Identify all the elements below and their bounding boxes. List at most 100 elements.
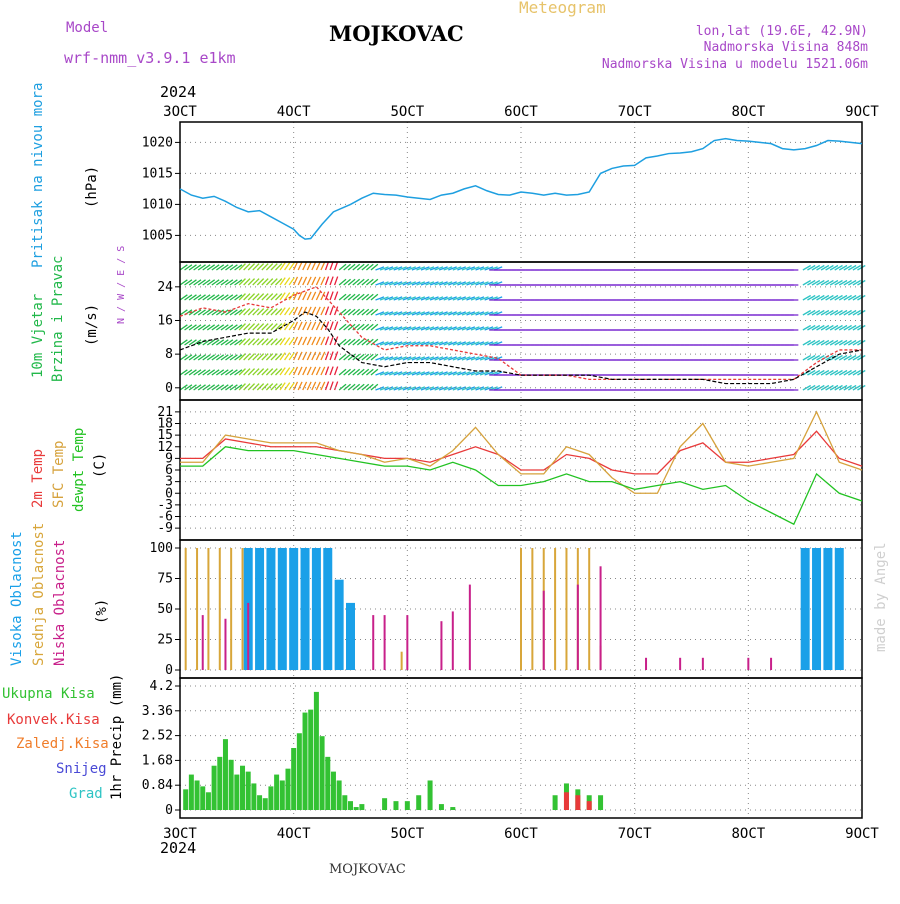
y-tick-label: 3.36 xyxy=(142,704,173,719)
wind-arrow xyxy=(243,383,251,391)
wind-arrow xyxy=(479,356,489,361)
wind-arrow xyxy=(384,356,394,361)
wind-arrow xyxy=(329,291,334,301)
x-tick-label-bottom: 5OCT xyxy=(390,826,424,842)
wind-arrow xyxy=(311,291,317,301)
wind-arrow xyxy=(333,366,339,376)
wind-arrow xyxy=(324,261,330,271)
wind-arrow xyxy=(416,356,426,361)
wind-arrow xyxy=(288,352,295,361)
wind-arrow xyxy=(247,293,256,301)
wind-arrow xyxy=(206,264,216,271)
wind-arrow xyxy=(293,291,299,301)
y-tick-label: 21 xyxy=(157,405,173,420)
wind-arrow xyxy=(238,338,246,346)
wind-arrow xyxy=(402,356,412,361)
precip-bar-0 xyxy=(302,712,308,810)
x-tick-label-bottom: 3OCT xyxy=(163,826,197,842)
wind-arrow xyxy=(225,339,234,346)
wind-arrow xyxy=(807,354,816,361)
temp2m-line xyxy=(180,430,863,475)
wind-arrow xyxy=(848,309,857,316)
wind-arrow xyxy=(220,294,229,301)
precip-bar-0 xyxy=(194,780,200,810)
wind-arrow xyxy=(197,279,206,286)
wind-label-1: 10m Vjetar xyxy=(30,293,46,378)
wind-arrow xyxy=(384,281,394,286)
wind-arrow xyxy=(302,306,308,316)
wind-arrow xyxy=(388,266,398,271)
wind-arrow xyxy=(816,309,825,316)
wind-arrow xyxy=(347,368,356,376)
wind-arrow xyxy=(379,281,389,286)
wind-arrow xyxy=(479,296,489,301)
wind-arrow xyxy=(288,367,295,376)
x-tick-label-top: 8OCT xyxy=(731,104,765,120)
wind-arrow xyxy=(829,384,839,391)
wind-arrow xyxy=(402,371,412,376)
wind-arrow xyxy=(829,264,839,271)
wind-arrow xyxy=(825,294,834,301)
precip-bar-0 xyxy=(217,756,223,810)
wind-arrow xyxy=(388,281,398,286)
wind-arrow xyxy=(356,368,365,376)
wind-arrow xyxy=(834,264,843,271)
wind-arrow xyxy=(202,309,211,316)
cloud-bar-2 xyxy=(679,657,682,670)
cloud-bar-2 xyxy=(224,618,227,670)
wind-arrow xyxy=(256,353,265,361)
wind-arrow xyxy=(225,309,234,316)
wind-arrow xyxy=(265,278,274,286)
wind-arrow xyxy=(852,354,862,361)
wind-arrow xyxy=(393,356,403,361)
wind-arrow xyxy=(838,264,848,271)
wind-arrow xyxy=(402,266,412,271)
wind-arrow xyxy=(311,351,317,361)
model-label: Model xyxy=(66,20,109,36)
wind-arrow xyxy=(329,261,334,271)
wind-arrow xyxy=(370,353,379,361)
wind-arrow xyxy=(816,294,825,301)
wind-arrow xyxy=(293,366,299,376)
precip-bar-0 xyxy=(450,807,456,810)
precip-bar-1 xyxy=(575,795,581,810)
wind-arrow xyxy=(484,266,494,271)
wind-arrow xyxy=(243,293,251,301)
wind-arrow xyxy=(197,369,206,376)
wind-arrow xyxy=(270,308,278,316)
wind-arrow xyxy=(247,338,256,346)
wind-arrow xyxy=(470,356,480,361)
wind-arrow xyxy=(843,369,852,376)
wind-arrow xyxy=(275,293,283,301)
precip-bar-0 xyxy=(211,765,217,810)
wind-arrow xyxy=(197,354,206,361)
wind-arrow xyxy=(179,279,188,286)
cloud-bar-1 xyxy=(400,651,403,670)
wind-arrow xyxy=(852,294,862,301)
wind-arrow xyxy=(361,293,370,301)
wind-arrow xyxy=(193,369,202,376)
panel-frame-precipitation xyxy=(179,677,863,819)
precip-bar-0 xyxy=(285,768,291,810)
wind-arrow xyxy=(388,371,398,376)
wind-arrow xyxy=(416,341,426,346)
wind-arrow xyxy=(356,263,365,271)
wind-arrow xyxy=(448,356,457,361)
wind-arrow xyxy=(452,371,462,376)
wind-arrow xyxy=(306,276,312,286)
wind-arrow xyxy=(829,369,839,376)
wind-arrow xyxy=(270,323,278,331)
cloud-bar-0 xyxy=(812,548,822,670)
precip-bar-0 xyxy=(330,771,336,810)
wind-arrow xyxy=(329,306,334,316)
wind-arrow xyxy=(452,356,462,361)
wind-arrow xyxy=(306,291,312,301)
wind-arrow xyxy=(398,371,407,376)
wind-arrow xyxy=(306,306,312,316)
wind-arrow xyxy=(225,354,234,361)
wind-arrow xyxy=(470,311,480,316)
wind-arrow xyxy=(320,261,326,271)
wind-arrow xyxy=(438,296,448,301)
wind-arrow xyxy=(288,277,295,286)
wind-arrow xyxy=(475,281,485,286)
